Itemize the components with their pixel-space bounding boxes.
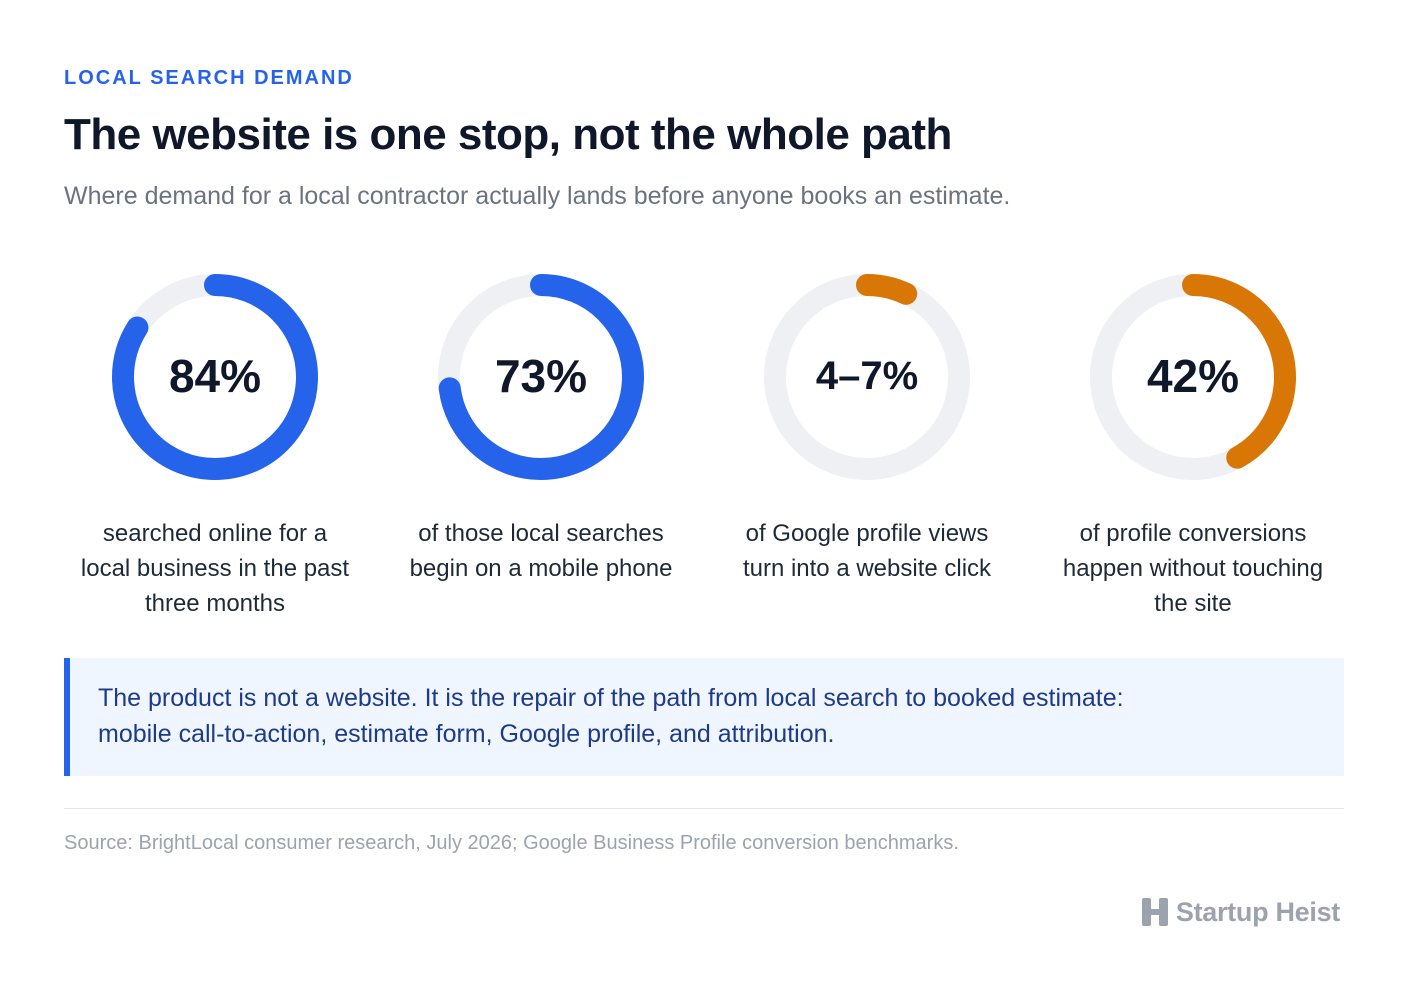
donut-caption-line: three months (144, 590, 286, 617)
eyebrow-label: LOCAL SEARCH DEMAND (64, 67, 354, 89)
h-logo-icon (1141, 898, 1168, 926)
donut-card: 73% of those local searches begin on a mob… (390, 262, 692, 632)
callout-line-1: The product is not a website. It is the … (98, 684, 1124, 712)
donut-arc (438, 274, 644, 480)
donut-caption-line: the site (1154, 590, 1232, 617)
donut-caption-line: of Google profile views (745, 520, 989, 547)
donut-value-label: 4–7% (815, 354, 919, 398)
donut-ring (112, 274, 318, 480)
donut-value-label: 84% (168, 350, 262, 402)
page-title: The website is one stop, not the whole p… (64, 110, 952, 159)
donut-caption-line: begin on a mobile phone (409, 555, 673, 582)
donut-card: 42% of profile conversions happen without … (1042, 262, 1344, 632)
page-subtitle: Where demand for a local contractor actu… (64, 182, 1011, 210)
brand-logo: Startup Heist (1141, 896, 1340, 928)
donut-caption-line: searched online for a (102, 520, 328, 547)
donut-chart-row: 84% searched online for a local business i… (64, 262, 1344, 632)
donut-ring (764, 274, 970, 480)
donut-caption-line: happen without touching (1062, 555, 1324, 582)
footer-divider (64, 808, 1344, 809)
callout-line-2: mobile call-to-action, estimate form, Go… (98, 720, 835, 748)
infographic: LOCAL SEARCH DEMAND The website is one s… (64, 0, 1344, 996)
donut-caption: of those local searches begin on a mobile… (390, 516, 692, 586)
brand-name: Startup Heist (1175, 897, 1340, 927)
donut-caption-line: turn into a website click (742, 555, 992, 582)
source-note: Source: BrightLocal consumer research, J… (64, 832, 959, 854)
donut-arc (1090, 274, 1296, 480)
donut-card: 4–7% of Google profile views turn into a w… (716, 262, 1018, 632)
donut-caption: searched online for a local business in t… (64, 516, 366, 621)
callout-box: The product is not a website. It is the … (64, 658, 1344, 776)
donut-arc (112, 274, 318, 480)
donut-caption-line: of profile conversions (1079, 520, 1307, 547)
donut-caption: of profile conversions happen without tou… (1042, 516, 1344, 621)
donut-card: 84% searched online for a local business i… (64, 262, 366, 632)
donut-caption-line: local business in the past (80, 555, 350, 582)
donut-value-label: 73% (494, 350, 588, 402)
donut-ring (438, 274, 644, 480)
donut-arc (764, 274, 970, 480)
donut-caption: of Google profile views turn into a websi… (716, 516, 1018, 586)
donut-ring (1090, 274, 1296, 480)
donut-value-label: 42% (1146, 350, 1240, 402)
donut-caption-line: of those local searches (418, 520, 664, 547)
